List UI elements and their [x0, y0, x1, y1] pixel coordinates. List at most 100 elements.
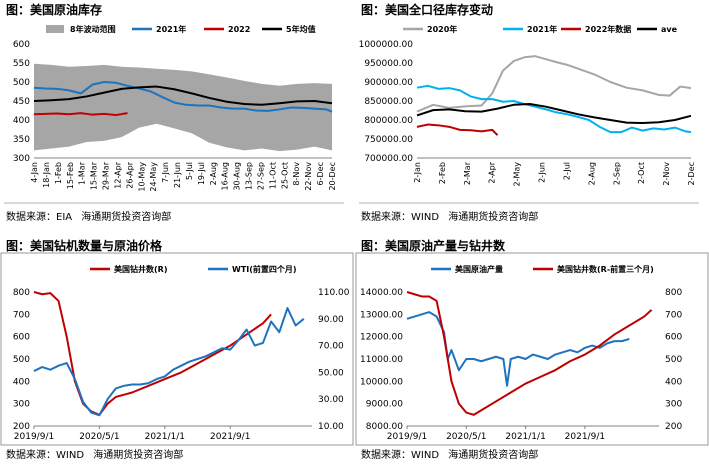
series-line [33, 112, 128, 117]
legend-swatch [46, 25, 64, 33]
y2-tick-label: 110.00 [318, 288, 350, 298]
x-tick-label: 1-Feb [54, 162, 63, 184]
source-line: 数据来源：EIA 海通期货投资咨询部 [6, 208, 171, 223]
y-tick-label: 900000.00 [364, 78, 413, 88]
y-tick-label: 1000000.00 [359, 40, 414, 50]
legend-label: WTI(前置四个月) [232, 264, 297, 274]
panel-title: 图：美国原油库存 [6, 3, 103, 17]
x-tick-label: 30-Aug [233, 162, 242, 191]
legend-label: 2021年 [527, 24, 557, 34]
legend-label: 2022年数据 [585, 24, 631, 34]
x-tick-label: 22-Nov [304, 162, 313, 191]
x-tick-label: 2-Feb [438, 162, 447, 184]
x-tick-label: 20-Dec [328, 162, 337, 191]
series-line [33, 81, 333, 113]
y2-tick-label: 50.00 [318, 368, 344, 378]
y-tick-label: 950000.00 [364, 59, 413, 69]
y-tick-label: 300 [13, 154, 30, 164]
y2-tick-label: 70.00 [318, 342, 344, 352]
y2-tick-label: 700 [665, 310, 682, 320]
x-tick-label: 26-Apr [125, 161, 134, 188]
y-tick-label: 500 [13, 78, 30, 88]
source-label: 数据来源：WIND [361, 450, 440, 461]
x-tick-label: 16-Aug [221, 162, 230, 191]
x-tick-label: 8-Nov [292, 162, 301, 186]
y-tick-label: 750000.00 [364, 135, 413, 145]
x-tick-label: 15-Mar [90, 161, 99, 190]
y-tick-label: 10000.00 [360, 377, 403, 387]
x-tick-label: 2021/9/1 [210, 432, 250, 442]
x-tick-label: 2-Aug [209, 162, 218, 185]
y-tick-label: 13000.00 [360, 310, 403, 320]
panel-production-rigs: 图：美国原油产量与钻井数 8000.00 9000.00 10000.00 11000… [355, 236, 709, 466]
y2-tick-label: 10.00 [318, 422, 344, 432]
y-tick-label: 9000.00 [366, 400, 403, 410]
y2-tick-label: 200 [665, 422, 682, 432]
series-line [416, 55, 692, 113]
y2-tick-label: 300 [665, 400, 682, 410]
y-tick-label: 600 [13, 40, 30, 50]
y2-tick-label: 400 [665, 377, 682, 387]
panel-crude-inventory: 图：美国原油库存 300 350 400 450 500 550 600 4-Jan 18-Ja… [0, 0, 354, 230]
x-tick-label: 2-Aug [587, 162, 596, 185]
x-tick-label: 11-Oct [268, 162, 277, 189]
chart-frame [355, 252, 709, 446]
panel-title: 图：美国钻机数量与原油价格 [6, 239, 163, 253]
x-tick-label: 2021/9/1 [565, 432, 605, 442]
x-tick-label: 2019/9/1 [14, 432, 54, 442]
x-tick-label: 12-Apr [113, 161, 122, 188]
y-tick-label: 500 [13, 355, 30, 365]
y-tick-label: 550 [13, 59, 30, 69]
x-tick-label: 2021/1/1 [145, 432, 185, 442]
x-tick-label: 2-May [513, 162, 522, 187]
x-tick-label: 2-Jun [538, 162, 547, 183]
x-tick-label: 2-Dec [687, 162, 696, 185]
range-band [34, 63, 332, 152]
divider [359, 202, 699, 204]
panel-rigs-oil-price: 图：美国钻机数量与原油价格 200 300 400 500 600 700 800 10.00… [0, 236, 354, 466]
series-line [416, 84, 692, 134]
x-tick-label: 21-Jun [173, 162, 182, 188]
legend-label: 8年波动范围 [70, 24, 116, 34]
x-tick-label: 2-Apr [488, 161, 497, 183]
series-line [33, 85, 333, 106]
legend-label: 美国钻井数(R) [114, 264, 167, 274]
x-tick-label: 4-Jan [30, 162, 39, 183]
chart-total-inventory: 700000.00 750000.00 800000.00 850000.00 9000… [359, 24, 696, 187]
x-tick-label: 6-Dec [316, 162, 325, 185]
x-tick-label: 2-Mar [463, 161, 472, 185]
legend-label: ave [661, 25, 678, 34]
y2-tick-label: 90.00 [318, 315, 344, 325]
x-tick-label: 2-Jul [562, 162, 571, 180]
source-label: 数据来源：WIND [361, 212, 440, 223]
chart-production-rigs: 8000.00 9000.00 10000.00 11000.00 12000.00 13… [355, 252, 709, 446]
series-line [33, 291, 272, 416]
legend-label: 5年均值 [286, 24, 316, 34]
source-line: 数据来源：WIND 海通期货投资咨询部 [361, 446, 538, 461]
y-tick-label: 700 [13, 310, 30, 320]
y-tick-label: 350 [13, 135, 30, 145]
source-org: 海通期货投资咨询部 [93, 450, 184, 461]
x-tick-label: 2020/5/1 [79, 432, 119, 442]
y-tick-label: 300 [13, 400, 30, 410]
source-line: 数据来源：WIND 海通期货投资咨询部 [6, 446, 183, 461]
chart-frame [0, 252, 354, 446]
series-line [406, 291, 653, 416]
x-tick-label: 25-Oct [280, 162, 289, 189]
y-tick-label: 450 [13, 97, 30, 107]
x-tick-label: 5-Jul [185, 162, 194, 180]
x-tick-label: 10-May [137, 162, 146, 192]
x-tick-label: 2-Sep [612, 162, 621, 185]
x-tick-label: 2021/1/1 [505, 432, 545, 442]
x-tick-label: 2020/5/1 [446, 432, 486, 442]
divider [4, 202, 344, 204]
y-tick-label: 800 [13, 288, 30, 298]
panel-title: 图：美国全口径库存变动 [361, 3, 494, 17]
y-tick-label: 11000.00 [360, 355, 403, 365]
y-tick-label: 8000.00 [366, 422, 403, 432]
legend-label: 2020年 [427, 24, 457, 34]
x-tick-label: 7-Jun [161, 162, 170, 183]
source-org: 海通期货投资咨询部 [448, 450, 539, 461]
y-tick-label: 600 [13, 333, 30, 343]
